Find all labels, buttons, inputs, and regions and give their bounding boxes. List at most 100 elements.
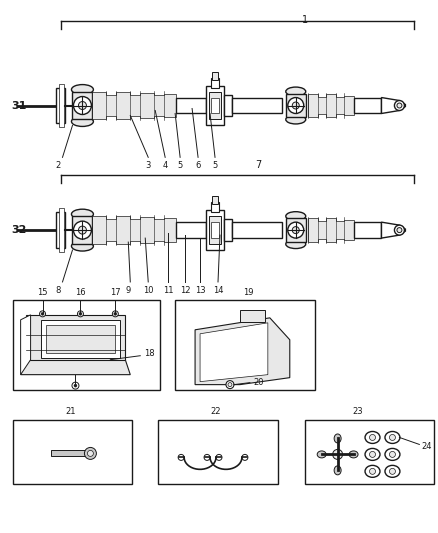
Bar bbox=[13, 300, 160, 390]
Text: 16: 16 bbox=[75, 288, 86, 297]
Ellipse shape bbox=[286, 240, 306, 248]
Circle shape bbox=[41, 312, 44, 316]
Ellipse shape bbox=[365, 432, 380, 443]
Ellipse shape bbox=[365, 465, 380, 478]
Circle shape bbox=[85, 447, 96, 459]
Bar bbox=[232, 222, 282, 238]
Ellipse shape bbox=[71, 241, 93, 251]
Text: 3: 3 bbox=[145, 161, 151, 171]
Circle shape bbox=[226, 381, 234, 389]
Polygon shape bbox=[308, 218, 353, 242]
Text: 11: 11 bbox=[163, 286, 173, 295]
Ellipse shape bbox=[334, 466, 341, 475]
Circle shape bbox=[292, 227, 299, 233]
Text: 5: 5 bbox=[212, 161, 218, 171]
Bar bbox=[50, 450, 88, 456]
Text: 1: 1 bbox=[302, 15, 308, 25]
Text: 10: 10 bbox=[143, 286, 153, 295]
Circle shape bbox=[72, 382, 79, 389]
Text: 31: 31 bbox=[11, 101, 26, 110]
Bar bbox=[240, 310, 265, 322]
Text: 21: 21 bbox=[65, 407, 76, 416]
Text: 7: 7 bbox=[255, 160, 261, 171]
Circle shape bbox=[397, 228, 402, 232]
Text: 17: 17 bbox=[110, 288, 120, 297]
Polygon shape bbox=[381, 222, 406, 238]
Circle shape bbox=[228, 383, 232, 386]
Circle shape bbox=[288, 98, 304, 114]
Circle shape bbox=[112, 311, 118, 317]
Ellipse shape bbox=[71, 85, 93, 94]
Circle shape bbox=[78, 226, 86, 234]
Circle shape bbox=[370, 469, 375, 474]
Circle shape bbox=[370, 451, 375, 457]
Bar bbox=[211, 78, 219, 87]
Text: 2: 2 bbox=[56, 161, 61, 171]
Circle shape bbox=[332, 449, 343, 459]
Bar bbox=[305, 419, 434, 484]
Circle shape bbox=[216, 455, 222, 461]
Ellipse shape bbox=[385, 448, 400, 461]
Circle shape bbox=[114, 312, 117, 316]
Bar bbox=[176, 222, 206, 238]
Polygon shape bbox=[92, 216, 176, 244]
Text: 22: 22 bbox=[211, 407, 221, 416]
Bar bbox=[353, 98, 381, 114]
Text: 6: 6 bbox=[195, 161, 201, 171]
Bar bbox=[211, 222, 219, 238]
Polygon shape bbox=[200, 323, 268, 382]
Bar bbox=[175, 300, 314, 390]
Bar bbox=[232, 98, 282, 114]
Text: 32: 32 bbox=[11, 225, 26, 235]
Bar bbox=[72, 92, 92, 119]
Bar bbox=[211, 98, 219, 114]
Bar bbox=[212, 196, 218, 204]
Bar bbox=[59, 208, 64, 252]
Circle shape bbox=[79, 312, 82, 316]
Bar bbox=[13, 419, 132, 484]
Bar bbox=[212, 71, 218, 79]
Ellipse shape bbox=[334, 434, 341, 443]
Ellipse shape bbox=[286, 115, 306, 124]
Circle shape bbox=[74, 96, 92, 115]
Text: 24: 24 bbox=[421, 442, 432, 451]
Circle shape bbox=[395, 225, 404, 235]
Polygon shape bbox=[381, 98, 406, 114]
Text: 19: 19 bbox=[243, 288, 253, 297]
Circle shape bbox=[397, 103, 402, 108]
Ellipse shape bbox=[317, 451, 326, 458]
Text: 4: 4 bbox=[162, 161, 168, 171]
Polygon shape bbox=[92, 92, 176, 119]
Circle shape bbox=[74, 221, 92, 239]
Ellipse shape bbox=[71, 209, 93, 219]
Circle shape bbox=[395, 101, 404, 110]
Bar bbox=[286, 94, 306, 117]
Bar bbox=[206, 210, 224, 250]
Text: 12: 12 bbox=[180, 286, 191, 295]
Circle shape bbox=[88, 450, 93, 456]
Bar bbox=[209, 92, 221, 119]
Bar bbox=[224, 219, 232, 241]
Text: 9: 9 bbox=[126, 286, 131, 295]
Polygon shape bbox=[308, 94, 353, 117]
Circle shape bbox=[74, 384, 77, 387]
Bar bbox=[46, 325, 115, 353]
Bar bbox=[176, 98, 206, 114]
Bar bbox=[56, 87, 66, 124]
Circle shape bbox=[242, 455, 248, 461]
Circle shape bbox=[39, 311, 46, 317]
Ellipse shape bbox=[365, 448, 380, 461]
Bar bbox=[224, 94, 232, 117]
Circle shape bbox=[78, 311, 83, 317]
Text: 23: 23 bbox=[352, 407, 363, 416]
Bar bbox=[59, 84, 64, 127]
Text: 15: 15 bbox=[37, 288, 48, 297]
Bar bbox=[211, 202, 219, 212]
Ellipse shape bbox=[71, 117, 93, 126]
Text: 13: 13 bbox=[195, 286, 205, 295]
Polygon shape bbox=[21, 360, 130, 375]
Text: 14: 14 bbox=[213, 286, 223, 295]
Ellipse shape bbox=[385, 432, 400, 443]
Circle shape bbox=[178, 455, 184, 461]
Circle shape bbox=[389, 451, 396, 457]
